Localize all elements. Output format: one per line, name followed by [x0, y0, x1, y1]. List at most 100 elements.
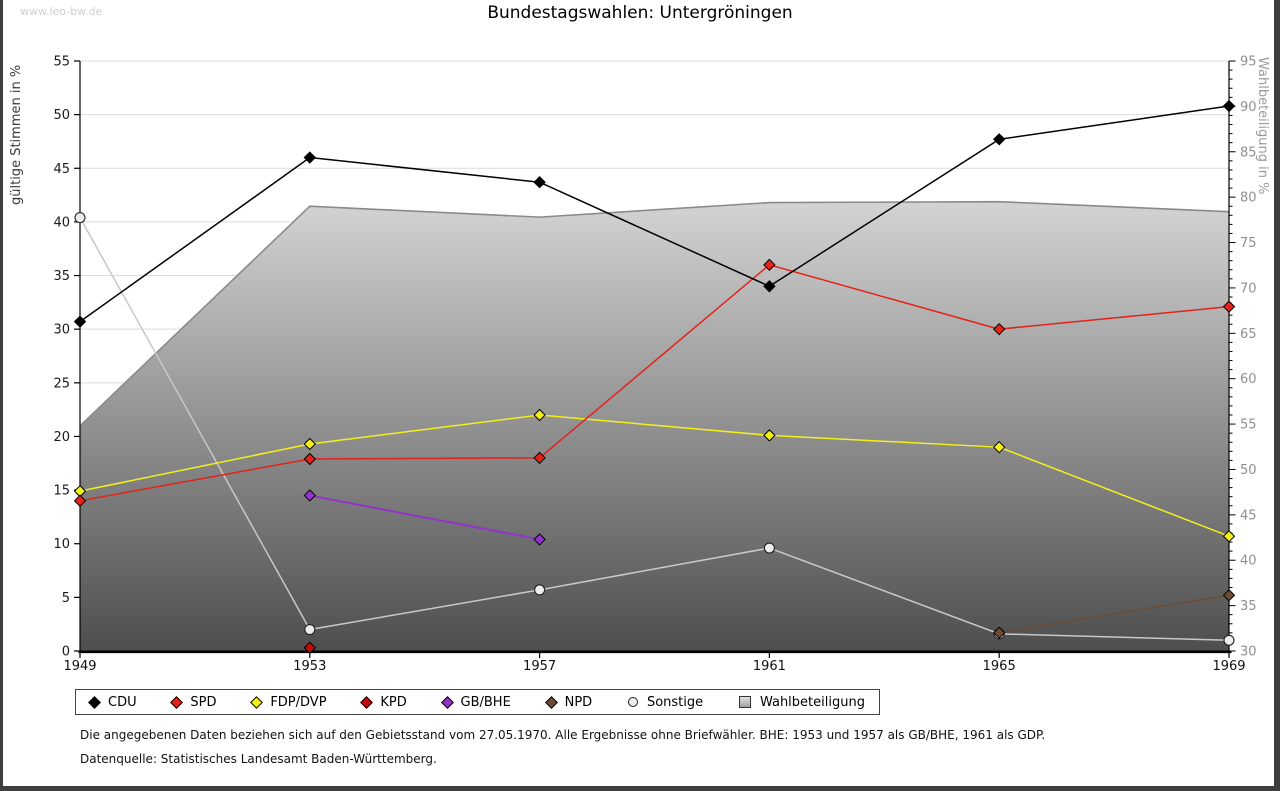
svg-text:90: 90	[1240, 100, 1257, 115]
svg-text:10: 10	[53, 537, 70, 552]
svg-text:65: 65	[1240, 327, 1257, 342]
data-point-fdp-dvp-1969[interactable]	[1222, 530, 1236, 543]
data-point-sonstige-1953[interactable]	[304, 623, 316, 636]
data-point-fdp-dvp-1961[interactable]	[763, 429, 776, 442]
party-series	[73, 99, 1236, 654]
svg-text:40: 40	[53, 215, 70, 230]
legend-item-sonstige: Sonstige	[627, 694, 704, 710]
left-axis-title: gültige Stimmen in %	[9, 64, 24, 205]
data-point-gb-bhe-1953[interactable]	[303, 489, 317, 502]
series-spd	[73, 258, 1236, 508]
svg-text:25: 25	[53, 376, 70, 391]
legend-item-spd: SPD	[170, 694, 217, 710]
svg-text:30: 30	[53, 323, 70, 338]
series-gb-bhe	[303, 489, 546, 546]
data-point-sonstige-1949[interactable]	[74, 212, 86, 224]
data-point-kpd-1953[interactable]	[303, 641, 317, 654]
data-point-cdu-1969[interactable]	[1222, 99, 1236, 113]
svg-text:50: 50	[1240, 463, 1257, 478]
legend-label: Sonstige	[646, 694, 704, 710]
npd-marker-icon	[544, 695, 558, 709]
turnout-area	[79, 200, 1230, 651]
series-fdp-dvp	[73, 408, 1236, 543]
election-line-chart: 0 5 10 15 20 25 30 35 40 45 50 55 30 35 40 45 50 55 60 65 70…	[53, 55, 1256, 675]
axes	[74, 60, 1236, 658]
svg-text:5: 5	[62, 591, 70, 606]
data-point-spd-1969[interactable]	[1222, 300, 1236, 313]
svg-text:80: 80	[1240, 191, 1257, 206]
data-point-cdu-1953[interactable]	[303, 151, 317, 164]
kpd-marker-icon	[360, 695, 374, 709]
watermark-link[interactable]: www.leo-bw.de	[20, 5, 103, 18]
data-point-fdp-dvp-1957[interactable]	[533, 408, 546, 422]
svg-text:85: 85	[1240, 145, 1257, 160]
page-border-left	[0, 0, 3, 791]
svg-text:55: 55	[1240, 418, 1257, 433]
page-border-bottom	[0, 786, 1280, 791]
gb-bhe-marker-icon	[440, 695, 454, 709]
svg-text:45: 45	[53, 162, 70, 177]
data-point-fdp-dvp-1965[interactable]	[992, 440, 1006, 454]
legend-label: GB/BHE	[460, 694, 511, 710]
legend-label: Wahlbeteiligung	[759, 694, 865, 710]
svg-text:75: 75	[1240, 236, 1257, 251]
data-point-spd-1957[interactable]	[533, 451, 546, 465]
data-point-cdu-1949[interactable]	[73, 315, 87, 328]
legend-label: NPD	[564, 694, 593, 710]
data-point-spd-1953[interactable]	[303, 452, 317, 466]
data-point-cdu-1965[interactable]	[992, 133, 1006, 146]
legend-item-fdp-dvp: FDP/DVP	[250, 694, 327, 710]
svg-text:20: 20	[53, 430, 70, 445]
legend-item-npd: NPD	[544, 694, 593, 710]
cdu-marker-icon	[88, 695, 101, 709]
series-npd	[992, 589, 1236, 639]
footnote-data-source: Datenquelle: Statistisches Landesamt Bad…	[80, 752, 437, 766]
legend-item-gb-bhe: GB/BHE	[440, 694, 511, 710]
svg-text:1957: 1957	[523, 659, 556, 674]
page-title: Bundestagswahlen: Untergröningen	[487, 3, 793, 23]
data-point-fdp-dvp-1953[interactable]	[303, 437, 317, 451]
wahlbeteiligung-marker-icon	[738, 696, 751, 708]
svg-text:15: 15	[53, 484, 70, 499]
series-kpd	[303, 641, 317, 654]
legend-label: KPD	[380, 694, 407, 710]
svg-text:1969: 1969	[1212, 659, 1245, 674]
data-point-spd-1965[interactable]	[992, 322, 1006, 336]
data-point-npd-1965[interactable]	[992, 626, 1006, 639]
svg-text:95: 95	[1240, 55, 1257, 70]
svg-text:35: 35	[53, 269, 70, 284]
data-point-spd-1949[interactable]	[73, 494, 87, 508]
data-point-spd-1961[interactable]	[763, 258, 776, 272]
svg-text:1949: 1949	[63, 659, 96, 674]
data-point-gb-bhe-1957[interactable]	[533, 533, 546, 546]
legend-label: FDP/DVP	[270, 694, 327, 710]
svg-text:0: 0	[62, 645, 70, 660]
tick-labels: 0 5 10 15 20 25 30 35 40 45 50 55 30 35 40 45 50 55 60 65 70…	[53, 55, 1256, 675]
legend-item-cdu: CDU	[88, 694, 137, 710]
legend-label: SPD	[190, 694, 217, 710]
svg-text:30: 30	[1240, 645, 1257, 660]
page-border-right	[1274, 0, 1280, 791]
legend-item-wahlbeteiligung: Wahlbeteiligung	[738, 694, 865, 710]
legend-label: CDU	[108, 694, 137, 710]
svg-text:55: 55	[53, 55, 70, 70]
spd-marker-icon	[170, 695, 184, 709]
data-point-cdu-1961[interactable]	[763, 280, 776, 293]
chart-legend: CDU SPD FDP/DVP KPD GB/BHE NPD Sonstige Wahlbet…	[75, 689, 880, 715]
series-cdu	[73, 99, 1236, 328]
svg-text:1961: 1961	[753, 659, 786, 674]
right-axis-title: Wahlbeteiligung in %	[1255, 57, 1270, 195]
svg-text:1965: 1965	[983, 659, 1016, 674]
legend-item-kpd: KPD	[360, 694, 407, 710]
data-point-sonstige-1969[interactable]	[1223, 634, 1235, 646]
sonstige-marker-icon	[627, 697, 638, 707]
svg-text:70: 70	[1240, 281, 1257, 296]
data-point-sonstige-1957[interactable]	[534, 584, 546, 596]
data-point-sonstige-1961[interactable]	[763, 542, 775, 554]
footnote-data-note: Die angegebenen Daten beziehen sich auf …	[80, 728, 1046, 742]
data-point-cdu-1957[interactable]	[533, 176, 546, 189]
fdp-dvp-marker-icon	[250, 695, 264, 709]
svg-text:40: 40	[1240, 554, 1257, 569]
data-point-npd-1969[interactable]	[1222, 589, 1236, 602]
svg-text:50: 50	[53, 108, 70, 123]
